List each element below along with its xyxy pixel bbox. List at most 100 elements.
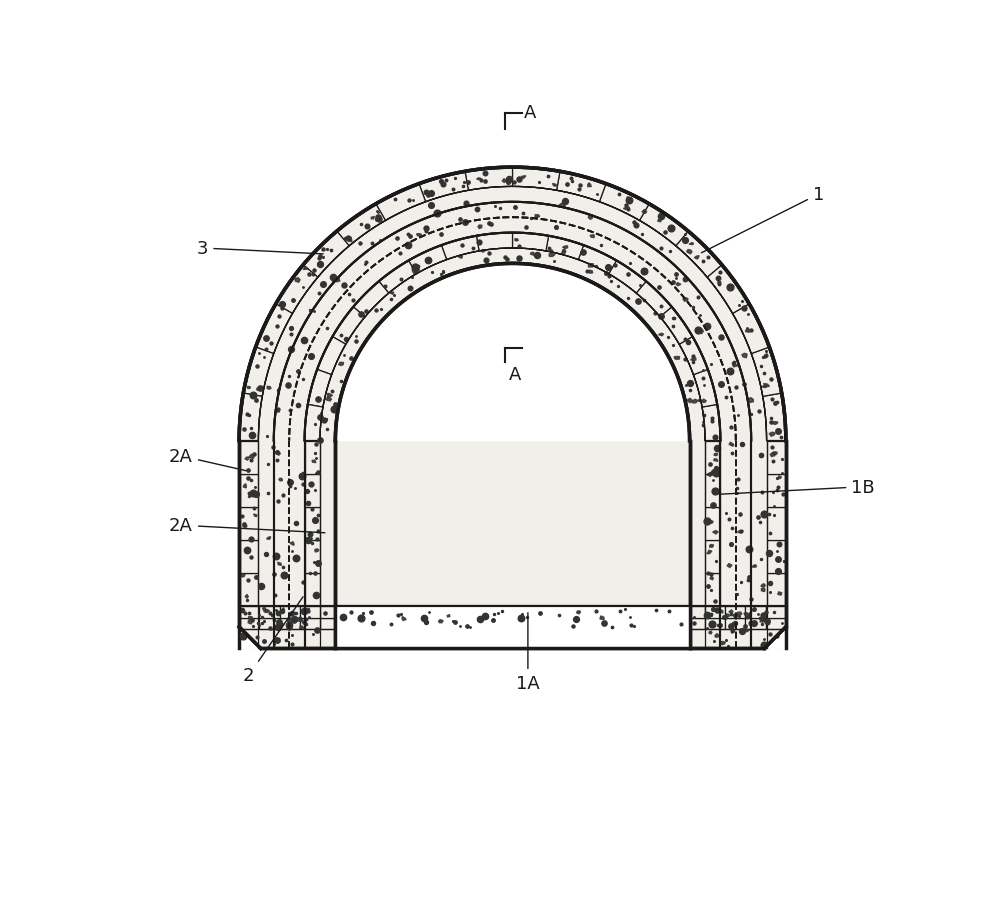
Polygon shape <box>337 205 385 246</box>
Polygon shape <box>239 168 786 649</box>
Polygon shape <box>305 474 320 507</box>
Polygon shape <box>713 531 718 534</box>
Polygon shape <box>334 279 340 282</box>
Polygon shape <box>348 618 375 630</box>
Polygon shape <box>650 607 678 618</box>
Polygon shape <box>623 607 650 618</box>
Polygon shape <box>576 611 580 614</box>
Polygon shape <box>299 618 301 619</box>
Polygon shape <box>710 521 713 524</box>
Polygon shape <box>305 441 320 474</box>
Polygon shape <box>317 337 346 375</box>
Polygon shape <box>305 405 323 441</box>
Polygon shape <box>701 400 706 403</box>
Polygon shape <box>347 238 352 243</box>
Polygon shape <box>540 618 568 630</box>
Polygon shape <box>687 250 692 255</box>
Polygon shape <box>691 358 696 362</box>
Polygon shape <box>502 179 508 183</box>
Polygon shape <box>335 607 690 649</box>
Polygon shape <box>403 618 430 630</box>
Text: A: A <box>509 366 521 383</box>
Polygon shape <box>248 617 253 619</box>
Polygon shape <box>588 265 594 267</box>
Polygon shape <box>430 607 458 618</box>
Polygon shape <box>312 460 316 463</box>
Polygon shape <box>599 185 649 221</box>
Polygon shape <box>720 607 767 649</box>
Polygon shape <box>772 422 778 425</box>
Polygon shape <box>521 176 526 179</box>
Polygon shape <box>348 607 375 618</box>
Polygon shape <box>379 261 416 294</box>
Polygon shape <box>239 540 258 573</box>
Polygon shape <box>327 394 332 398</box>
Polygon shape <box>279 624 284 627</box>
Polygon shape <box>718 281 721 285</box>
Polygon shape <box>303 232 349 278</box>
Polygon shape <box>709 631 712 634</box>
Polygon shape <box>371 217 374 220</box>
Polygon shape <box>687 399 692 403</box>
Polygon shape <box>300 607 320 618</box>
Polygon shape <box>412 270 417 275</box>
Polygon shape <box>734 616 738 618</box>
Polygon shape <box>239 607 258 649</box>
Polygon shape <box>752 565 756 568</box>
Polygon shape <box>765 355 768 358</box>
Polygon shape <box>478 226 482 229</box>
Text: 1: 1 <box>701 186 824 254</box>
Text: 2A: 2A <box>169 448 246 471</box>
Polygon shape <box>568 618 595 630</box>
Polygon shape <box>766 618 786 630</box>
Polygon shape <box>767 441 786 474</box>
Polygon shape <box>430 618 458 630</box>
Polygon shape <box>563 246 568 249</box>
Polygon shape <box>705 618 725 630</box>
Polygon shape <box>267 387 271 390</box>
Polygon shape <box>439 620 443 623</box>
Polygon shape <box>636 282 672 317</box>
Polygon shape <box>485 607 512 618</box>
Polygon shape <box>243 526 247 528</box>
Polygon shape <box>485 618 512 630</box>
Polygon shape <box>239 393 262 441</box>
Polygon shape <box>276 266 318 314</box>
Polygon shape <box>280 618 300 630</box>
Polygon shape <box>732 630 735 633</box>
Polygon shape <box>737 531 743 534</box>
Polygon shape <box>375 618 403 630</box>
Polygon shape <box>744 613 749 616</box>
Polygon shape <box>623 207 629 210</box>
Polygon shape <box>698 329 703 335</box>
Polygon shape <box>640 205 688 246</box>
Polygon shape <box>300 618 320 630</box>
Polygon shape <box>725 618 745 630</box>
Polygon shape <box>265 610 269 613</box>
Polygon shape <box>658 334 664 336</box>
Polygon shape <box>705 507 720 540</box>
Polygon shape <box>763 393 786 441</box>
Polygon shape <box>335 264 690 441</box>
Polygon shape <box>243 484 246 488</box>
Polygon shape <box>332 308 365 345</box>
Polygon shape <box>719 610 723 613</box>
Polygon shape <box>692 400 698 403</box>
Polygon shape <box>767 607 786 649</box>
Polygon shape <box>419 172 468 202</box>
Polygon shape <box>705 607 725 618</box>
Polygon shape <box>559 203 565 208</box>
Polygon shape <box>250 455 254 459</box>
Polygon shape <box>660 308 693 345</box>
Polygon shape <box>512 607 540 618</box>
Polygon shape <box>477 178 481 180</box>
Polygon shape <box>588 184 591 187</box>
Polygon shape <box>678 607 705 618</box>
Polygon shape <box>650 618 678 630</box>
Polygon shape <box>748 398 753 403</box>
Polygon shape <box>737 612 742 616</box>
Polygon shape <box>595 607 622 618</box>
Polygon shape <box>553 184 556 187</box>
Polygon shape <box>339 363 344 366</box>
Polygon shape <box>676 283 681 287</box>
